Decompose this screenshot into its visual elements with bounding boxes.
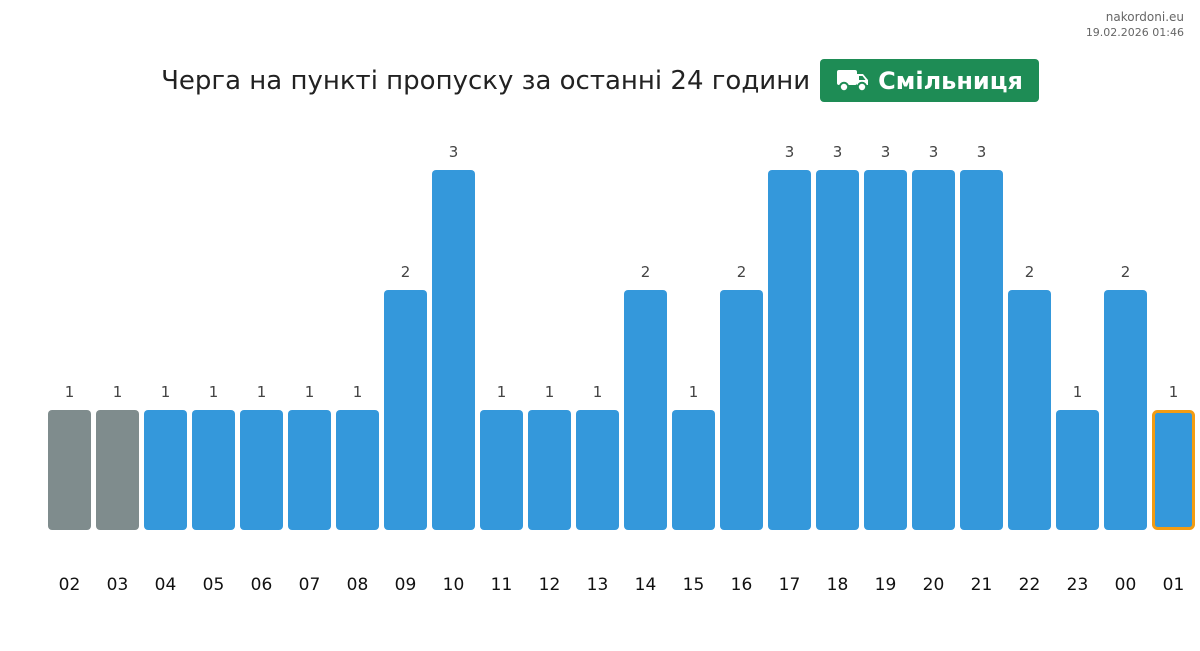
bar-11[interactable] xyxy=(480,410,523,530)
category-label-13: 13 xyxy=(587,575,609,595)
checkpoint-badge[interactable]: Смільниця xyxy=(820,59,1039,102)
category-label-12: 12 xyxy=(539,575,561,595)
checkpoint-name: Смільниця xyxy=(878,66,1023,95)
category-label-00: 00 xyxy=(1115,575,1137,595)
value-label-21: 3 xyxy=(977,143,987,161)
bar-18[interactable] xyxy=(816,170,859,530)
value-label-16: 2 xyxy=(737,263,747,281)
bar-04[interactable] xyxy=(144,410,187,530)
value-label-10: 3 xyxy=(449,143,459,161)
category-label-22: 22 xyxy=(1019,575,1041,595)
value-label-12: 1 xyxy=(545,383,555,401)
value-label-00: 2 xyxy=(1121,263,1131,281)
category-label-17: 17 xyxy=(779,575,801,595)
value-label-18: 3 xyxy=(833,143,843,161)
category-label-21: 21 xyxy=(971,575,993,595)
bar-08[interactable] xyxy=(336,410,379,530)
source-site: nakordoni.eu xyxy=(1105,10,1184,24)
value-label-17: 3 xyxy=(785,143,795,161)
category-label-23: 23 xyxy=(1067,575,1089,595)
value-label-19: 3 xyxy=(881,143,891,161)
value-label-22: 2 xyxy=(1025,263,1035,281)
chart-header: Черга на пункті пропуску за останні 24 г… xyxy=(0,59,1200,102)
category-label-02: 02 xyxy=(59,575,81,595)
value-label-07: 1 xyxy=(305,383,315,401)
category-label-14: 14 xyxy=(635,575,657,595)
value-label-15: 1 xyxy=(689,383,699,401)
value-label-09: 2 xyxy=(401,263,411,281)
bar-16[interactable] xyxy=(720,290,763,530)
category-label-11: 11 xyxy=(491,575,513,595)
chart-title: Черга на пункті пропуску за останні 24 г… xyxy=(161,65,811,96)
bar-01[interactable] xyxy=(1152,410,1195,530)
bar-13[interactable] xyxy=(576,410,619,530)
category-label-07: 07 xyxy=(299,575,321,595)
value-label-02: 1 xyxy=(65,383,75,401)
source-info: nakordoni.eu 19.02.2026 01:46 xyxy=(1086,9,1184,40)
category-label-10: 10 xyxy=(443,575,465,595)
bar-07[interactable] xyxy=(288,410,331,530)
bar-17[interactable] xyxy=(768,170,811,530)
category-label-06: 06 xyxy=(251,575,273,595)
value-label-06: 1 xyxy=(257,383,267,401)
bar-06[interactable] xyxy=(240,410,283,530)
bar-02[interactable] xyxy=(48,410,91,530)
category-label-15: 15 xyxy=(683,575,705,595)
category-label-19: 19 xyxy=(875,575,897,595)
bar-23[interactable] xyxy=(1056,410,1099,530)
value-label-23: 1 xyxy=(1073,383,1083,401)
bar-20[interactable] xyxy=(912,170,955,530)
bar-12[interactable] xyxy=(528,410,571,530)
value-label-14: 2 xyxy=(641,263,651,281)
category-label-04: 04 xyxy=(155,575,177,595)
category-label-03: 03 xyxy=(107,575,129,595)
value-label-13: 1 xyxy=(593,383,603,401)
category-label-01: 01 xyxy=(1163,575,1185,595)
category-label-08: 08 xyxy=(347,575,369,595)
value-label-01: 1 xyxy=(1169,383,1179,401)
bar-05[interactable] xyxy=(192,410,235,530)
category-label-05: 05 xyxy=(203,575,225,595)
category-label-18: 18 xyxy=(827,575,849,595)
bar-03[interactable] xyxy=(96,410,139,530)
value-label-03: 1 xyxy=(113,383,123,401)
value-label-20: 3 xyxy=(929,143,939,161)
bar-10[interactable] xyxy=(432,170,475,530)
bar-21[interactable] xyxy=(960,170,1003,530)
bar-09[interactable] xyxy=(384,290,427,530)
category-label-16: 16 xyxy=(731,575,753,595)
bar-22[interactable] xyxy=(1008,290,1051,530)
category-label-09: 09 xyxy=(395,575,417,595)
bar-15[interactable] xyxy=(672,410,715,530)
timestamp: 19.02.2026 01:46 xyxy=(1085,26,1184,39)
bar-14[interactable] xyxy=(624,290,667,530)
bar-00[interactable] xyxy=(1104,290,1147,530)
value-label-11: 1 xyxy=(497,383,507,401)
value-label-05: 1 xyxy=(209,383,219,401)
bar-19[interactable] xyxy=(864,170,907,530)
value-label-04: 1 xyxy=(161,383,171,401)
category-label-20: 20 xyxy=(923,575,945,595)
value-label-08: 1 xyxy=(353,383,363,401)
truck-icon xyxy=(836,68,870,94)
